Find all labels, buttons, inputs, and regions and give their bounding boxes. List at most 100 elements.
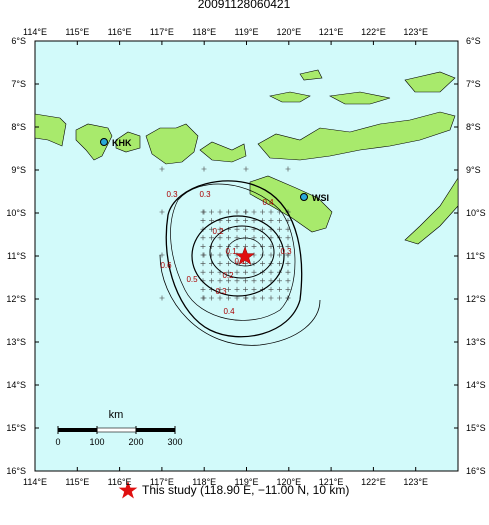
grid-cross: [226, 286, 231, 292]
grid-cross: [226, 235, 231, 241]
grid-cross: [159, 209, 165, 215]
lon-label: 118°E: [192, 477, 216, 487]
contour-label: 0.4: [223, 307, 235, 316]
grid-cross: [217, 226, 223, 232]
lat-label: 16°S: [6, 466, 26, 476]
grid-cross: [243, 209, 248, 215]
grid-cross: [217, 278, 223, 284]
event-star: [234, 246, 256, 266]
grid-cross: [234, 209, 240, 215]
scale-segment: [58, 428, 97, 432]
lat-label: 7°S: [11, 79, 26, 89]
grid-cross: [201, 166, 207, 172]
title: 20091128060421: [198, 0, 291, 11]
lon-label: 121°E: [319, 27, 344, 37]
lon-label: 123°E: [403, 27, 428, 37]
grid-cross: [209, 209, 214, 215]
scale-label: 100: [89, 437, 104, 447]
grid-cross: [243, 261, 248, 267]
contour-label: 0.4: [262, 198, 274, 207]
grid-cross: [251, 286, 257, 292]
contour-label: 0.5: [186, 275, 198, 284]
grid-cross: [226, 278, 231, 284]
grid-cross: [159, 166, 165, 172]
grid-cross: [251, 295, 257, 301]
lat-label: 15°S: [6, 423, 26, 433]
grid-cross: [234, 286, 240, 292]
lon-label: 122°E: [361, 477, 386, 487]
grid-cross: [260, 295, 265, 301]
grid-cross: [285, 235, 291, 241]
lat-label: 16°S: [466, 466, 486, 476]
lat-label: 9°S: [466, 165, 481, 175]
grid-cross: [243, 218, 248, 224]
scale-unit: km: [109, 409, 124, 421]
grid-cross: [200, 243, 206, 249]
grid-cross: [251, 278, 257, 284]
grid-cross: [226, 209, 231, 215]
grid-cross: [260, 278, 265, 284]
lat-label: 11°S: [7, 251, 26, 261]
grid-cross: [277, 286, 282, 292]
grid-cross: [209, 226, 214, 232]
lat-label: 13°S: [466, 337, 486, 347]
grid-cross: [268, 209, 274, 215]
grid-cross: [234, 218, 240, 224]
grid-cross: [200, 252, 206, 258]
grid-cross: [234, 243, 240, 249]
grid-cross: [260, 235, 265, 241]
grid-cross: [209, 235, 214, 241]
station-label: KHK: [112, 138, 132, 148]
lat-label: 6°S: [11, 36, 26, 46]
grid-cross: [277, 278, 282, 284]
lat-label: 9°S: [11, 165, 26, 175]
lon-label: 119°E: [235, 27, 259, 37]
lon-label: 114°E: [23, 477, 47, 487]
lon-label: 116°E: [108, 27, 132, 37]
legend-star: [118, 481, 138, 499]
grid-cross: [200, 261, 206, 267]
grid-cross: [285, 252, 291, 258]
grid-cross: [209, 295, 214, 301]
grid-cross: [268, 252, 274, 258]
grid-cross: [277, 252, 282, 258]
grid-cross: [217, 209, 223, 215]
grid-cross: [268, 243, 274, 249]
grid-cross: [226, 269, 231, 275]
grid-cross: [277, 243, 282, 249]
grid-cross: [226, 295, 231, 301]
land: [34, 69, 459, 245]
contour-label: 0.3: [215, 287, 227, 296]
grid-cross: [260, 261, 265, 267]
scale-segment: [96, 427, 137, 433]
lon-label: 114°E: [23, 27, 47, 37]
station-marker: [300, 193, 308, 201]
grid-cross: [243, 286, 248, 292]
grid-cross: [285, 278, 291, 284]
grid-cross: [277, 261, 282, 267]
grid-cross: [277, 226, 282, 232]
lat-label: 12°S: [6, 294, 26, 304]
grid-cross: [217, 252, 223, 258]
scale-label: 0: [55, 437, 60, 447]
grid-cross: [243, 295, 248, 301]
lon-label: 118°E: [192, 27, 216, 37]
grid-cross: [217, 295, 223, 301]
station-marker: [100, 138, 108, 146]
grid-cross: [159, 295, 165, 301]
grid-cross: [243, 269, 248, 275]
grid-cross: [200, 209, 206, 215]
lon-label: 123°E: [403, 477, 428, 487]
contours: [159, 180, 321, 346]
grid-cross: [217, 243, 223, 249]
lon-label: 115°E: [65, 27, 89, 37]
grid-cross: [260, 226, 265, 232]
grid-cross: [200, 286, 206, 292]
grid-cross: [200, 218, 206, 224]
grid-cross: [209, 218, 214, 224]
contour-label: 0.3: [280, 247, 292, 256]
contour-label: 0.1: [225, 247, 237, 256]
grid-cross: [200, 269, 206, 275]
grid-cross: [260, 209, 265, 215]
